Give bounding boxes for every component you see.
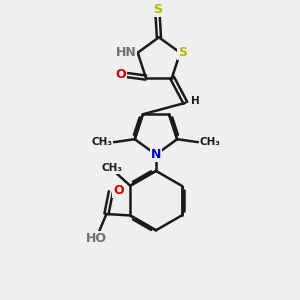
Text: O: O [115,68,126,81]
Text: N: N [151,148,161,161]
Text: CH₃: CH₃ [200,137,220,147]
Text: H: H [190,96,199,106]
Text: CH₃: CH₃ [92,137,112,147]
Text: HO: HO [85,232,106,245]
Text: HN: HN [116,46,136,59]
Text: S: S [178,46,187,59]
Text: CH₃: CH₃ [102,163,123,173]
Text: O: O [113,184,124,197]
Text: S: S [153,3,162,16]
